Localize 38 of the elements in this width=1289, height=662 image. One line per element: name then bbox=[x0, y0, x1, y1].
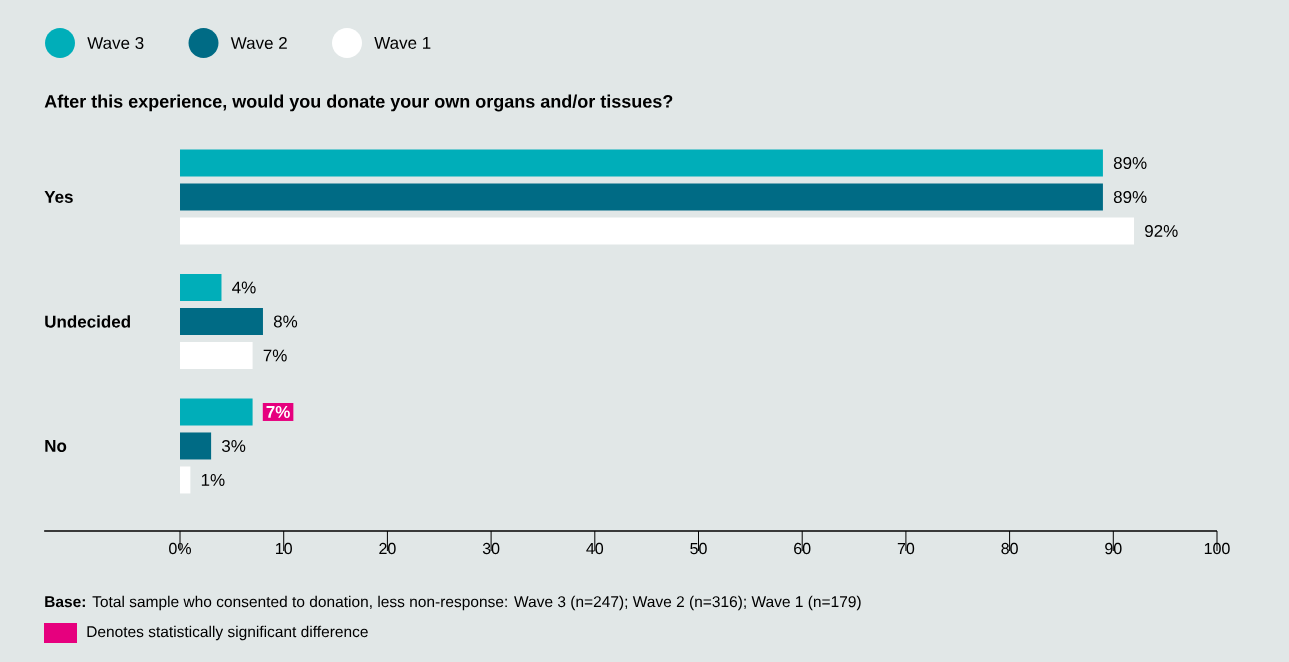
bar bbox=[180, 432, 212, 460]
data-label: 7% bbox=[263, 349, 287, 362]
text: Base: Total sample who consented to donation, less non-response: Wave 3 (n=247); Wave 2 (n=316); Wave 1 (n=179) bbox=[45, 595, 861, 611]
data-label: 92% bbox=[1145, 224, 1178, 238]
annotation: 7% bbox=[266, 406, 290, 418]
bar bbox=[180, 183, 1103, 211]
x-tick-label: 90 bbox=[1105, 542, 1122, 555]
y-tick-label: Undecided bbox=[45, 315, 130, 328]
x-tick-label: 30 bbox=[482, 542, 500, 555]
legend-label: Wave 3 bbox=[87, 36, 144, 50]
data-label: 4% bbox=[232, 281, 256, 294]
x-tick-label: 60 bbox=[794, 542, 811, 555]
data-label: 89% bbox=[1113, 156, 1147, 170]
bar bbox=[180, 307, 263, 335]
bar bbox=[180, 398, 253, 426]
x-tick-label: 80 bbox=[1001, 542, 1018, 555]
x-tick-label: 10 bbox=[276, 542, 292, 555]
data-label: 1% bbox=[201, 474, 225, 486]
bar bbox=[180, 466, 191, 494]
data-label: 89% bbox=[1113, 190, 1147, 204]
chart-title: After this experience, would you donate your own organs and/or tissues? bbox=[44, 94, 673, 112]
text: Denotes statistically significant difference bbox=[87, 625, 368, 641]
bar bbox=[180, 273, 222, 301]
legend-label: Wave 1 bbox=[374, 37, 431, 49]
data-label: 8% bbox=[273, 315, 298, 328]
x-tick-label: 0% bbox=[169, 542, 191, 555]
y-tick-label: Yes bbox=[44, 191, 73, 203]
bar bbox=[180, 149, 1103, 177]
y-tick-label: No bbox=[45, 440, 67, 452]
bar bbox=[180, 217, 1135, 245]
x-tick-label: 70 bbox=[897, 542, 915, 555]
data-label: 3% bbox=[221, 439, 246, 452]
x-tick-label: 100 bbox=[1204, 542, 1230, 555]
x-tick-label: 50 bbox=[690, 542, 707, 555]
x-tick-label: 40 bbox=[586, 542, 604, 555]
legend-label: Wave 2 bbox=[230, 36, 287, 50]
x-tick-label: 20 bbox=[379, 542, 396, 555]
bar bbox=[180, 341, 253, 369]
